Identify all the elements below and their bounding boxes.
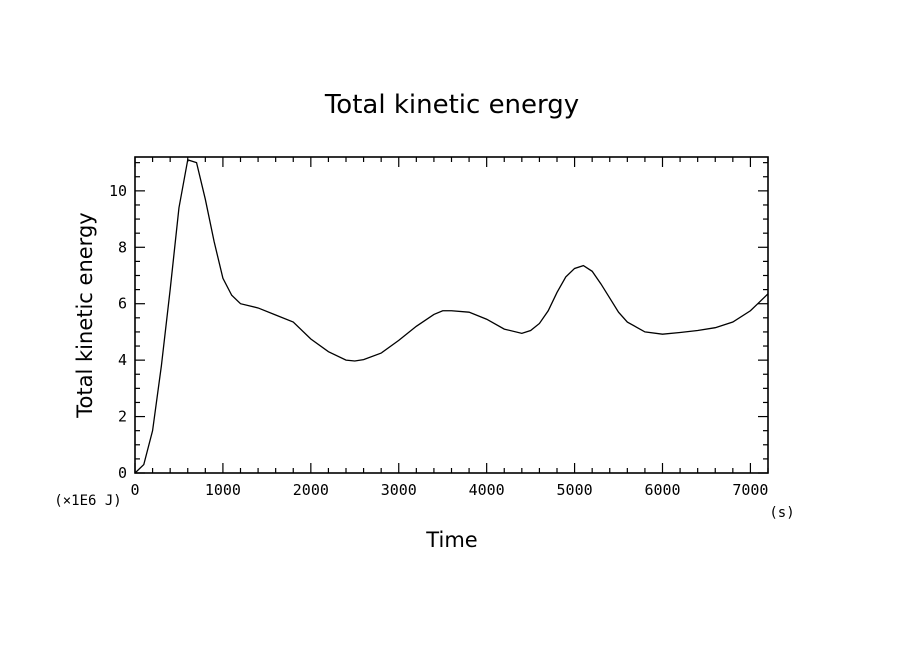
x-tick-label: 5000 [557, 481, 593, 499]
y-tick-label: 10 [109, 182, 127, 200]
x-tick-label: 2000 [293, 481, 329, 499]
x-tick-label: 6000 [644, 481, 680, 499]
x-axis-label: Time [425, 528, 477, 552]
series-points [135, 160, 768, 473]
x-unit-label: (s) [769, 505, 794, 521]
x-tick-label: 3000 [381, 481, 417, 499]
plot-frame [134, 156, 769, 474]
y-axis-label: Total kinetic energy [73, 212, 97, 418]
x-tick-label: 4000 [469, 481, 505, 499]
y-tick-label: 8 [118, 238, 127, 256]
x-tick-label: 0 [130, 481, 139, 499]
x-tick-label: 1000 [205, 481, 241, 499]
y-tick-label: 4 [118, 351, 127, 369]
y-tick-label: 2 [118, 408, 127, 426]
y-unit-label: (×1E6 J) [54, 493, 121, 509]
y-tick-label: 6 [118, 295, 127, 313]
y-tick-label: 0 [118, 464, 127, 482]
x-tick-label: 7000 [732, 481, 768, 499]
series-line-kinetic-energy [134, 158, 769, 474]
y-tick-labels: 0 2 4 6 8 10 [109, 182, 127, 482]
x-tick-labels: 0 1000 2000 3000 4000 5000 6000 7000 [130, 481, 768, 499]
axis-ticks [134, 157, 769, 474]
chart-title: Total kinetic energy [324, 90, 579, 120]
